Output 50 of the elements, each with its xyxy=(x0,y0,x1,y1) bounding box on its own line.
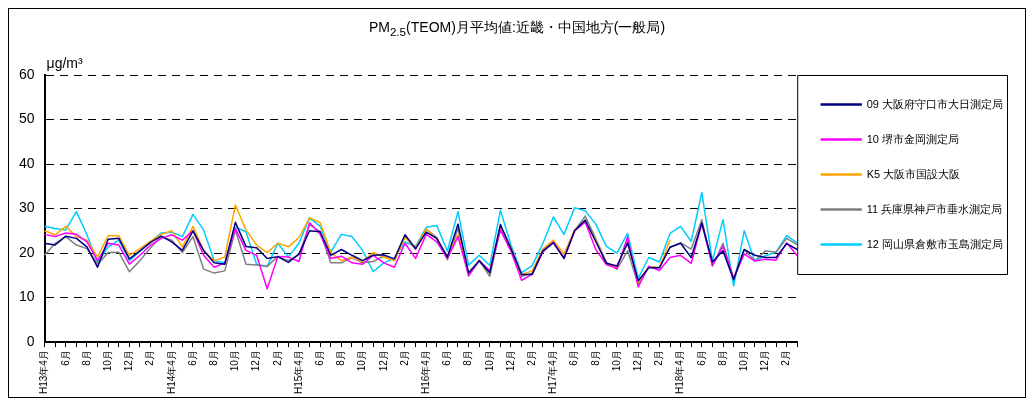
x-tick-label: 12月 xyxy=(377,350,389,372)
legend-label: 12 岡山県倉敷市玉島測定局 xyxy=(866,237,1004,250)
x-tick-label: 12月 xyxy=(250,350,262,372)
y-tick-label: 30 xyxy=(18,199,35,216)
legend-label: 09 大阪府守口市大日測定局 xyxy=(866,97,1004,110)
x-tick-label: 2月 xyxy=(271,350,283,366)
legend-label: K5 大阪市国設大阪 xyxy=(866,167,961,180)
y-tick-label: 20 xyxy=(18,243,35,260)
x-tick-label: 6月 xyxy=(441,350,453,366)
x-tick-label: H16年4月 xyxy=(419,350,431,394)
x-tick-label: 8月 xyxy=(589,350,601,366)
x-tick-label: 8月 xyxy=(462,350,474,366)
x-tick-label: 8月 xyxy=(335,350,347,366)
legend-label: 11 兵庫県神戸市垂水測定局 xyxy=(866,202,1003,215)
x-tick-label: H17年4月 xyxy=(547,350,559,394)
x-tick-label: 2月 xyxy=(398,350,410,366)
y-axis-title: μg/m³ xyxy=(46,54,83,71)
y-tick-label: 60 xyxy=(18,65,35,82)
x-tick-label: 12月 xyxy=(759,350,771,372)
x-tick-label: 6月 xyxy=(568,350,580,366)
x-tick-label: 10月 xyxy=(737,350,749,372)
x-tick-label: 12月 xyxy=(631,350,643,372)
legend-label: 10 堺市金岡測定局 xyxy=(866,132,960,145)
y-tick-label: 10 xyxy=(18,288,35,305)
x-tick-label: 8月 xyxy=(716,350,728,366)
x-tick-label: 10月 xyxy=(610,350,622,372)
x-tick-label: 10月 xyxy=(356,350,368,372)
x-tick-label: 10月 xyxy=(483,350,495,372)
y-tick-label: 0 xyxy=(26,332,35,349)
x-tick-label: 10月 xyxy=(101,350,113,372)
x-tick-label: H13年4月 xyxy=(38,350,50,394)
x-tick-label: 2月 xyxy=(780,350,792,366)
x-tick-label: 2月 xyxy=(144,350,156,366)
x-tick-label: 2月 xyxy=(525,350,537,366)
x-tick-label: 6月 xyxy=(59,350,71,366)
x-tick-label: H18年4月 xyxy=(674,350,686,394)
x-tick-label: 2月 xyxy=(653,350,665,366)
x-tick-label: 6月 xyxy=(186,350,198,366)
x-tick-label: H14年4月 xyxy=(165,350,177,394)
x-tick-label: 12月 xyxy=(504,350,516,372)
x-tick-label: 6月 xyxy=(695,350,707,366)
x-tick-label: 10月 xyxy=(229,350,241,372)
chart-title: PM$_{2.5}$(TEOM)月平均値:近畿・中国地方(一般局) xyxy=(367,18,667,40)
x-tick-label: 8月 xyxy=(80,350,92,366)
x-tick-label: 6月 xyxy=(313,350,325,366)
y-tick-label: 40 xyxy=(18,154,35,171)
x-tick-label: H15年4月 xyxy=(292,350,304,394)
x-tick-label: 12月 xyxy=(123,350,135,372)
x-tick-label: 8月 xyxy=(207,350,219,366)
y-tick-label: 50 xyxy=(18,110,35,127)
